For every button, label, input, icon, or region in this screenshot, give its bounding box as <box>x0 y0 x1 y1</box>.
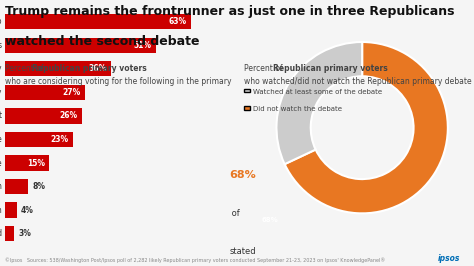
Text: Donald Trump: Donald Trump <box>0 17 2 26</box>
Text: 63%: 63% <box>169 17 187 26</box>
Text: Trump remains the frontrunner as just one in three Republicans: Trump remains the frontrunner as just on… <box>5 5 454 18</box>
Text: ©Ipsos   Sources: 538/Washington Post/Ipsos poll of 2,282 likely Republican prim: ©Ipsos Sources: 538/Washington Post/Ipso… <box>5 258 385 263</box>
Bar <box>5 38 155 53</box>
Text: Percent of: Percent of <box>5 64 46 73</box>
Bar <box>5 14 191 29</box>
Bar <box>5 132 73 147</box>
Text: Tim Scott: Tim Scott <box>0 111 2 120</box>
Text: Did not watch the debate: Did not watch the debate <box>253 106 342 113</box>
Text: ipsos: ipsos <box>438 254 460 263</box>
Text: Republican primary voters: Republican primary voters <box>32 64 147 73</box>
Bar <box>5 202 17 218</box>
Text: 23%: 23% <box>50 135 68 144</box>
Text: Ron DeSantis: Ron DeSantis <box>0 41 2 50</box>
Text: Doug Burgum: Doug Burgum <box>0 182 2 191</box>
Text: Asa Hutchinson: Asa Hutchinson <box>0 206 2 215</box>
Text: 36%: 36% <box>89 64 107 73</box>
Text: 15%: 15% <box>27 159 45 168</box>
Text: 68%: 68% <box>229 170 256 180</box>
Text: Will Hurd: Will Hurd <box>0 229 2 238</box>
Text: 27%: 27% <box>62 88 80 97</box>
Text: of: of <box>229 209 240 218</box>
Text: 68%: 68% <box>262 217 278 223</box>
Bar <box>5 61 111 76</box>
Bar <box>5 85 85 100</box>
Wedge shape <box>276 42 362 164</box>
Text: 8%: 8% <box>33 182 46 191</box>
Text: Republican primary voters: Republican primary voters <box>273 64 388 73</box>
Text: Vivek Ramaswamy: Vivek Ramaswamy <box>0 88 2 97</box>
Text: 26%: 26% <box>59 111 77 120</box>
Bar <box>5 179 28 194</box>
Text: Mike Pence: Mike Pence <box>0 135 2 144</box>
Text: who are considering voting for the following in the primary: who are considering voting for the follo… <box>5 77 231 86</box>
Text: Watched at least some of the debate: Watched at least some of the debate <box>253 89 382 95</box>
Text: Chris Christie: Chris Christie <box>0 159 2 168</box>
Text: 3%: 3% <box>18 229 31 238</box>
Bar <box>5 155 49 171</box>
Text: watched the second debate: watched the second debate <box>5 35 199 48</box>
Text: 4%: 4% <box>21 206 34 215</box>
Text: Nikki Haley: Nikki Haley <box>0 64 2 73</box>
Text: who watched/did not watch the Republican primary debate: who watched/did not watch the Republican… <box>244 77 472 86</box>
Bar <box>5 226 14 241</box>
Bar <box>5 108 82 124</box>
Wedge shape <box>284 42 448 213</box>
Text: 51%: 51% <box>133 41 151 50</box>
Text: Percent of: Percent of <box>244 64 285 73</box>
Text: stated: stated <box>229 247 256 256</box>
